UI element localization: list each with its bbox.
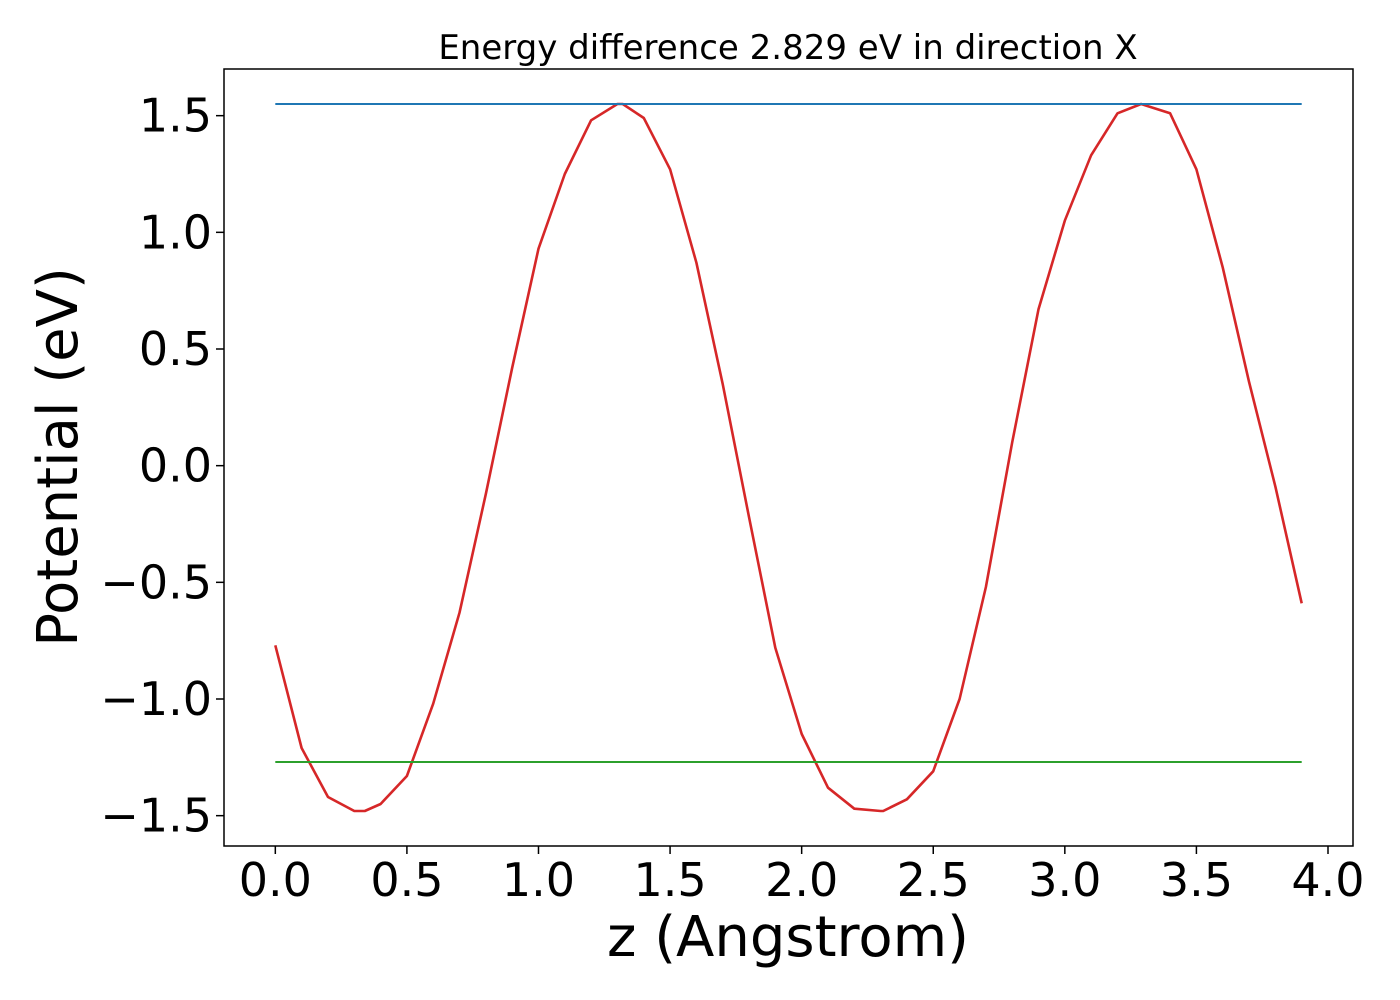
y-tick-label: −1.5 — [100, 789, 212, 843]
x-tick-label: 0.5 — [370, 853, 443, 907]
chart-title: Energy difference 2.829 eV in direction … — [438, 28, 1137, 68]
y-tick-label: −0.5 — [100, 555, 212, 609]
x-tick-label: 0.0 — [239, 853, 312, 907]
x-tick-label: 2.0 — [765, 853, 838, 907]
series-layer — [274, 102, 1303, 813]
y-tick-label: 0.5 — [139, 322, 212, 376]
x-tick-label: 4.0 — [1291, 853, 1364, 907]
y-axis: −1.5 −1.0 −0.5 0.0 0.5 1.0 1.5 — [100, 89, 224, 843]
y-tick-label: 1.5 — [139, 89, 212, 143]
x-tick-label: 3.5 — [1160, 853, 1233, 907]
x-tick-label: 1.5 — [633, 853, 706, 907]
series-line-0 — [274, 102, 1303, 813]
y-tick-label: 0.0 — [139, 439, 212, 493]
x-tick-label: 3.0 — [1028, 853, 1101, 907]
x-axis: 0.0 0.5 1.0 1.5 2.0 2.5 3.0 3.5 4.0 — [239, 846, 1365, 907]
plot-frame — [223, 68, 1354, 847]
x-tick-label: 2.5 — [897, 853, 970, 907]
x-tick-label: 1.0 — [502, 853, 575, 907]
y-tick-label: −1.0 — [100, 672, 212, 726]
y-tick-label: 1.0 — [139, 205, 212, 259]
x-axis-label: z (Angstrom) — [607, 905, 969, 970]
y-axis-label: Potential (eV) — [26, 267, 91, 647]
